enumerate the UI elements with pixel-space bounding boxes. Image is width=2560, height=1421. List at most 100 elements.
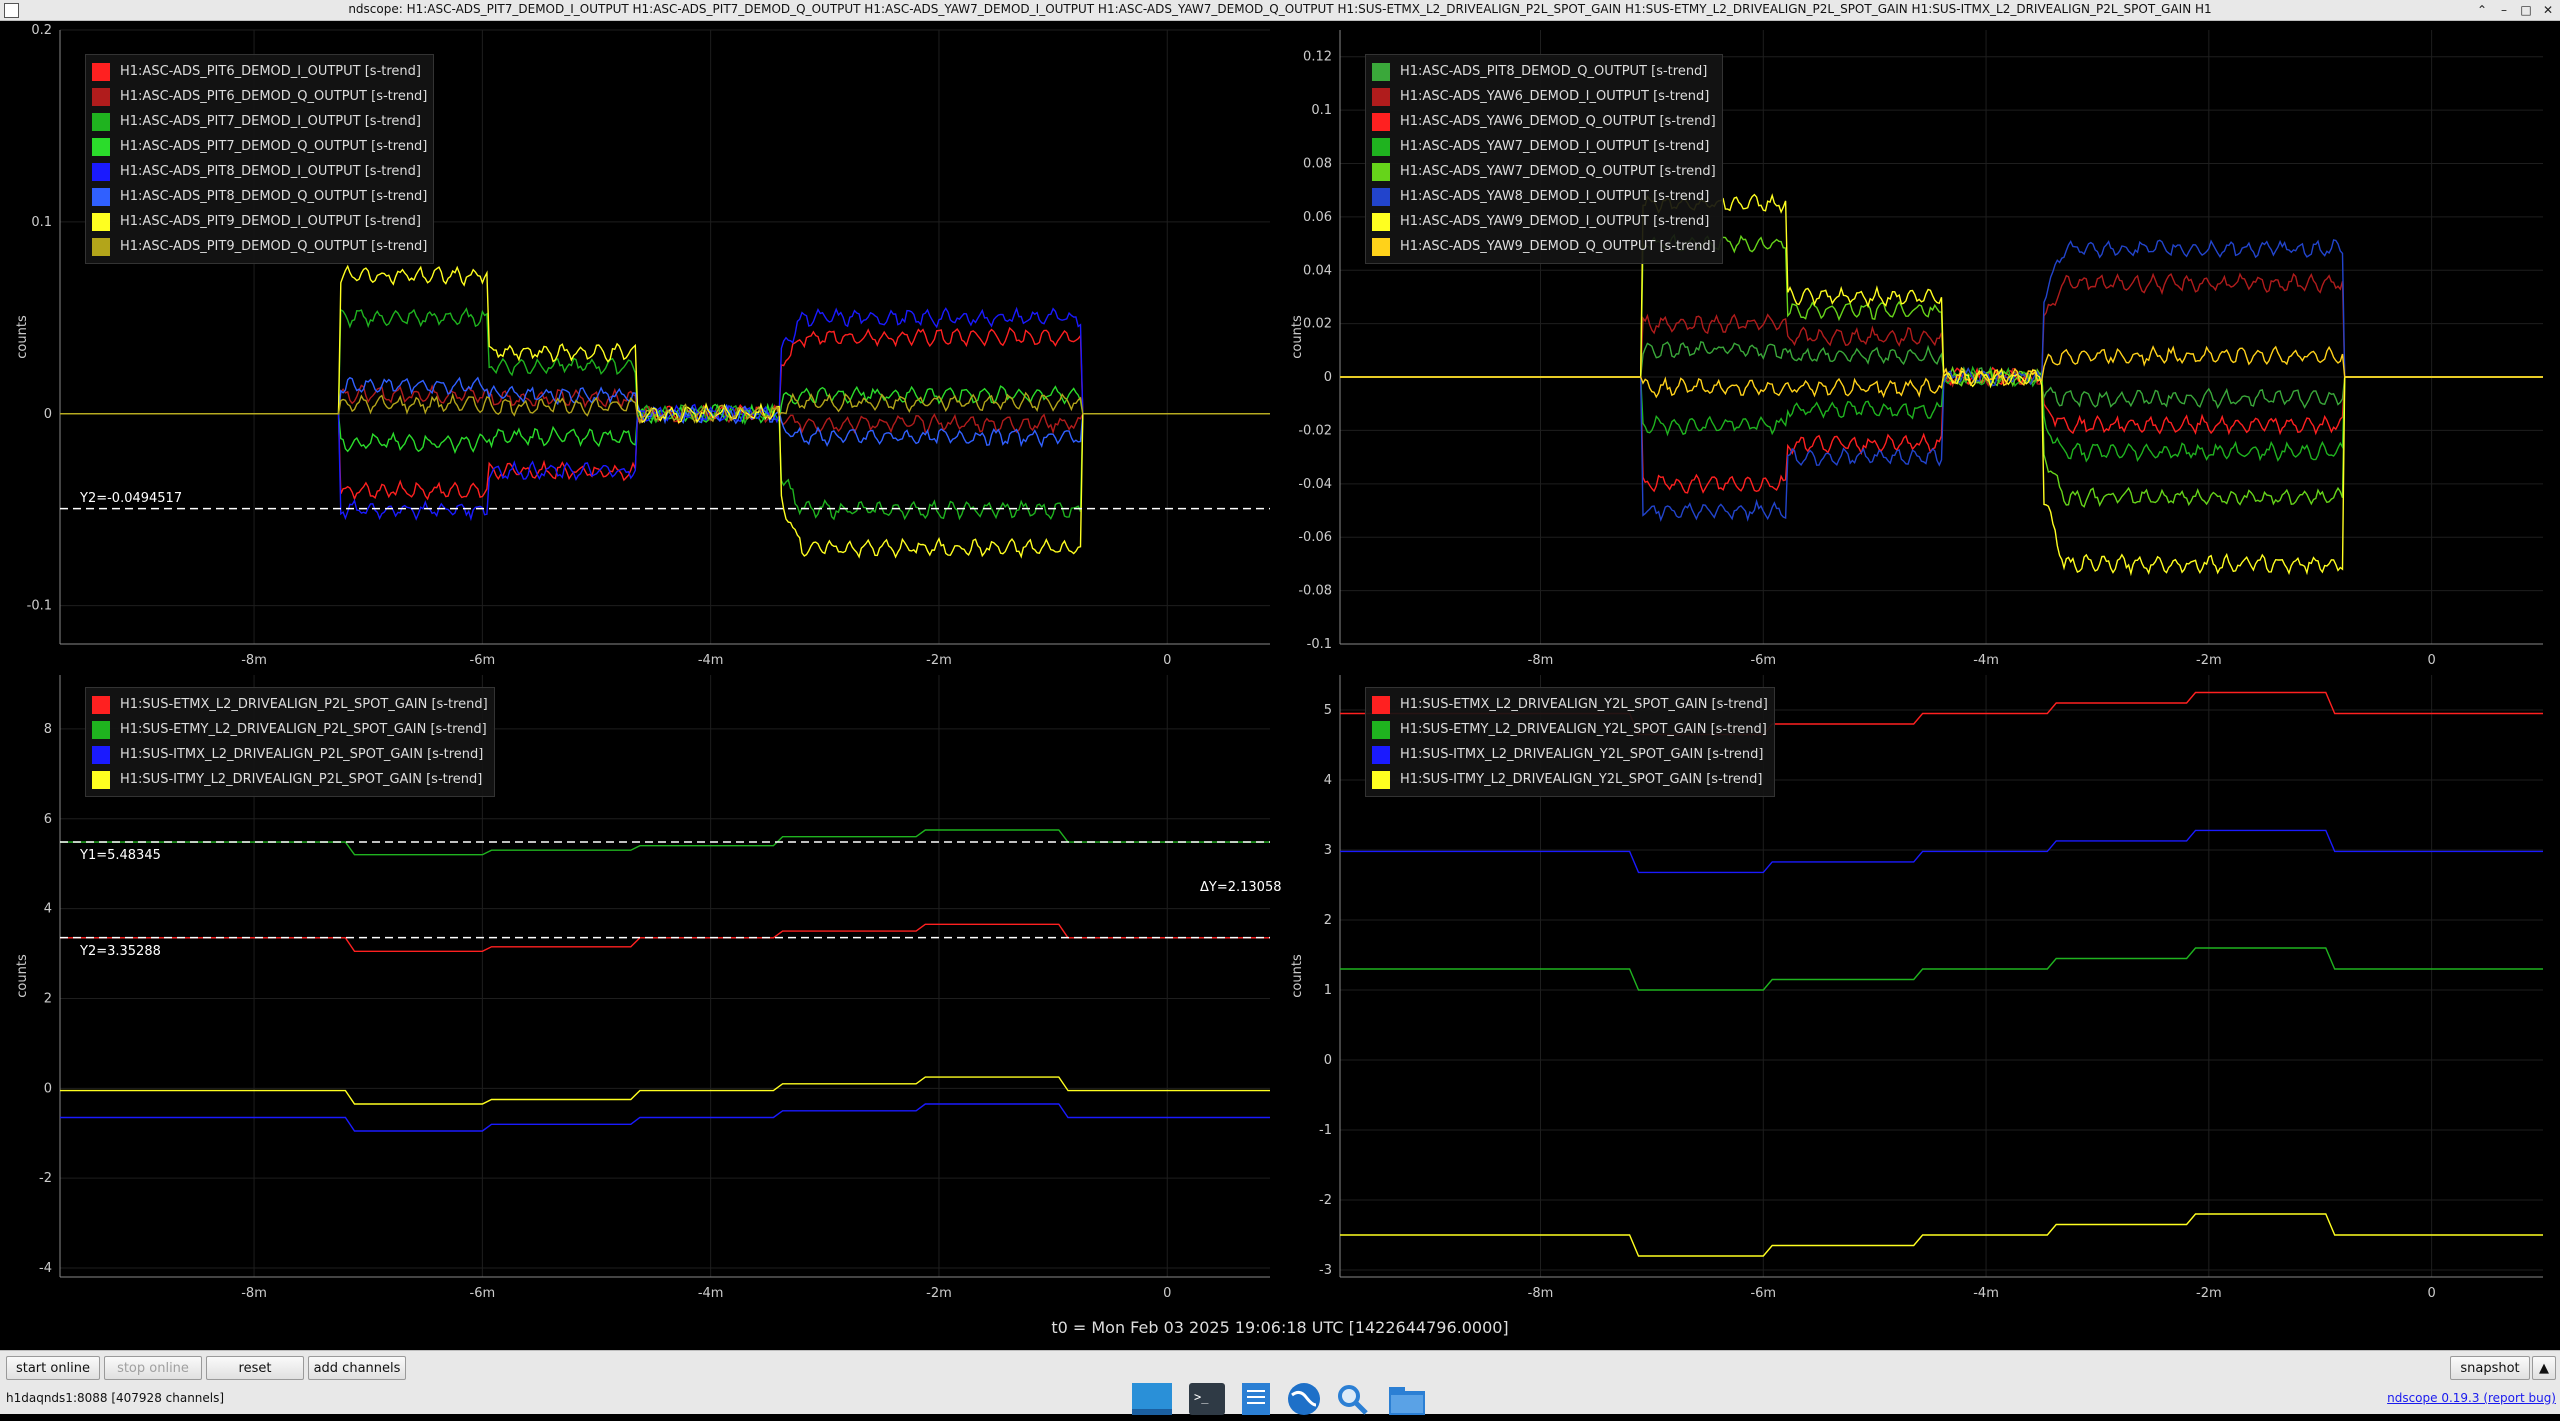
- legend-item[interactable]: H1:SUS-ITMY_L2_DRIVEALIGN_P2L_SPOT_GAIN …: [92, 767, 488, 792]
- legend-item[interactable]: H1:ASC-ADS_PIT6_DEMOD_Q_OUTPUT [s-trend]: [92, 84, 427, 109]
- legend-swatch: [92, 162, 110, 181]
- legend-label: H1:SUS-ETMX_L2_DRIVEALIGN_P2L_SPOT_GAIN …: [120, 697, 488, 712]
- plot-p2l-spot-gain[interactable]: -8m -6m -4m -2m 0 8 6 4 2 0 -2 -4 counts Y1=5.48345 Y2…: [0, 667, 1282, 1312]
- legend-item[interactable]: H1:ASC-ADS_PIT6_DEMOD_I_OUTPUT [s-trend]: [92, 59, 427, 84]
- legend-label: H1:ASC-ADS_YAW8_DEMOD_I_OUTPUT [s-trend]: [1400, 189, 1710, 204]
- plot-canvas[interactable]: -8m -6m -4m -2m 0 0.2 0.1 0 -0.1 counts: [0, 22, 1275, 667]
- browser-globe-icon[interactable]: [1282, 1381, 1326, 1417]
- legend-item[interactable]: H1:ASC-ADS_PIT8_DEMOD_Q_OUTPUT [s-trend]: [1372, 59, 1716, 84]
- legend-swatch: [1372, 187, 1390, 206]
- series-line: [60, 829, 1270, 856]
- legend-label: H1:ASC-ADS_PIT8_DEMOD_Q_OUTPUT [s-trend]: [120, 189, 428, 204]
- legend-swatch: [1372, 237, 1390, 256]
- y-tick-label: 4: [1324, 773, 1332, 788]
- y-tick-label: -1: [1319, 1123, 1332, 1138]
- snapshot-button[interactable]: snapshot: [2450, 1356, 2530, 1380]
- legend-swatch: [92, 62, 110, 81]
- y-tick-label: 8: [44, 722, 52, 737]
- legend-item[interactable]: H1:SUS-ITMY_L2_DRIVEALIGN_Y2L_SPOT_GAIN …: [1372, 767, 1768, 792]
- legend-item[interactable]: H1:ASC-ADS_PIT8_DEMOD_Q_OUTPUT [s-trend]: [92, 184, 427, 209]
- plot-asc-ads-yaw[interactable]: -8m -6m -4m -2m 0 0.12 0.1 0.08 0.06 0.04 0.02 0 -0.…: [1275, 22, 2560, 667]
- plot-asc-ads-pit[interactable]: -8m -6m -4m -2m 0 0.2 0.1 0 -0.1 counts Y2=-0.0494…: [0, 22, 1275, 667]
- start-online-button[interactable]: start online: [6, 1356, 100, 1380]
- legend-label: H1:SUS-ITMX_L2_DRIVEALIGN_P2L_SPOT_GAIN …: [120, 747, 484, 762]
- expand-arrow-button[interactable]: ▲: [2532, 1356, 2556, 1380]
- legend-item[interactable]: H1:ASC-ADS_PIT7_DEMOD_Q_OUTPUT [s-trend]: [92, 134, 427, 159]
- legend-item[interactable]: H1:ASC-ADS_PIT7_DEMOD_I_OUTPUT [s-trend]: [92, 109, 427, 134]
- y-tick-label: 0: [44, 1081, 52, 1096]
- plot-y2l-spot-gain[interactable]: -8m -6m -4m -2m 0 5 4 3 2 1 0 -1 -2 -3 counts H1:SUS-ET…: [1275, 667, 2560, 1312]
- legend-item[interactable]: H1:SUS-ITMX_L2_DRIVEALIGN_P2L_SPOT_GAIN …: [92, 742, 488, 767]
- plot-canvas[interactable]: -8m -6m -4m -2m 0 8 6 4 2 0 -2 -4 counts: [0, 667, 1275, 1312]
- legend-label: H1:ASC-ADS_YAW6_DEMOD_Q_OUTPUT [s-trend]: [1400, 114, 1716, 129]
- x-tick-label: -2m: [2196, 653, 2222, 667]
- legend-label: H1:SUS-ITMY_L2_DRIVEALIGN_Y2L_SPOT_GAIN …: [1400, 772, 1763, 787]
- x-tick-label: -8m: [1528, 1286, 1554, 1301]
- legend-item[interactable]: H1:ASC-ADS_YAW7_DEMOD_Q_OUTPUT [s-trend]: [1372, 159, 1716, 184]
- legend-item[interactable]: H1:SUS-ETMX_L2_DRIVEALIGN_P2L_SPOT_GAIN …: [92, 692, 488, 717]
- text-editor-icon[interactable]: [1234, 1381, 1278, 1417]
- legend-item[interactable]: H1:ASC-ADS_YAW9_DEMOD_Q_OUTPUT [s-trend]: [1372, 234, 1716, 259]
- y-tick-label: -4: [39, 1261, 52, 1276]
- legend-label: H1:ASC-ADS_YAW6_DEMOD_I_OUTPUT [s-trend]: [1400, 89, 1710, 104]
- y-tick-label: -3: [1319, 1263, 1332, 1278]
- x-tick-label: -8m: [241, 653, 267, 667]
- legend-label: H1:ASC-ADS_PIT9_DEMOD_Q_OUTPUT [s-trend]: [120, 239, 428, 254]
- series-line: [60, 1076, 1270, 1105]
- desktop-icon[interactable]: [1130, 1381, 1174, 1417]
- y-tick-label: 6: [44, 812, 52, 827]
- legend-item[interactable]: H1:ASC-ADS_YAW6_DEMOD_Q_OUTPUT [s-trend]: [1372, 109, 1716, 134]
- legend-swatch: [92, 112, 110, 131]
- x-tick-label: 0: [2427, 653, 2435, 667]
- legend-item[interactable]: H1:ASC-ADS_YAW8_DEMOD_I_OUTPUT [s-trend]: [1372, 184, 1716, 209]
- search-icon[interactable]: [1330, 1381, 1374, 1417]
- version-link[interactable]: ndscope 0.19.3 (report bug): [2387, 1391, 2556, 1405]
- minimize-button[interactable]: –: [2501, 3, 2507, 17]
- legend-swatch: [1372, 745, 1390, 764]
- series-line: [60, 1103, 1270, 1132]
- reset-button[interactable]: reset: [206, 1356, 304, 1380]
- bottom-toolbar: start online stop online reset add chann…: [0, 1350, 2560, 1417]
- legend-item[interactable]: H1:ASC-ADS_PIT9_DEMOD_Q_OUTPUT [s-trend]: [92, 234, 427, 259]
- legend-item[interactable]: H1:SUS-ETMX_L2_DRIVEALIGN_Y2L_SPOT_GAIN …: [1372, 692, 1768, 717]
- y-tick-label: 0.12: [1303, 50, 1332, 65]
- legend-item[interactable]: H1:ASC-ADS_PIT9_DEMOD_I_OUTPUT [s-trend]: [92, 209, 427, 234]
- legend-swatch: [92, 237, 110, 256]
- maximize-button[interactable]: □: [2520, 3, 2532, 17]
- y-tick-label: -0.08: [1298, 584, 1332, 599]
- x-tick-label: 0: [1163, 653, 1171, 667]
- y-axis-label: counts: [15, 315, 30, 359]
- legend-item[interactable]: H1:ASC-ADS_PIT8_DEMOD_I_OUTPUT [s-trend]: [92, 159, 427, 184]
- y-tick-label: 3: [1324, 843, 1332, 858]
- legend-item[interactable]: H1:ASC-ADS_YAW6_DEMOD_I_OUTPUT [s-trend]: [1372, 84, 1716, 109]
- folder-icon[interactable]: [1385, 1381, 1429, 1417]
- legend-label: H1:SUS-ETMX_L2_DRIVEALIGN_Y2L_SPOT_GAIN …: [1400, 697, 1768, 712]
- legend-item[interactable]: H1:ASC-ADS_YAW7_DEMOD_I_OUTPUT [s-trend]: [1372, 134, 1716, 159]
- svg-text:>_: >_: [1194, 1390, 1209, 1404]
- rollup-button[interactable]: ⌃: [2476, 3, 2488, 17]
- add-channels-button[interactable]: add channels: [308, 1356, 406, 1380]
- close-button[interactable]: ✕: [2542, 3, 2554, 17]
- legend-swatch: [92, 212, 110, 231]
- x-tick-label: 0: [2427, 1286, 2435, 1301]
- legend-item[interactable]: H1:SUS-ETMY_L2_DRIVEALIGN_Y2L_SPOT_GAIN …: [1372, 717, 1768, 742]
- legend-swatch: [92, 87, 110, 106]
- legend-item[interactable]: H1:SUS-ITMX_L2_DRIVEALIGN_Y2L_SPOT_GAIN …: [1372, 742, 1768, 767]
- plot-canvas[interactable]: -8m -6m -4m -2m 0 0.12 0.1 0.08 0.06 0.04 0.02 0 -0.…: [1275, 22, 2560, 667]
- legend-swatch: [92, 720, 110, 739]
- legend-label: H1:ASC-ADS_PIT6_DEMOD_I_OUTPUT [s-trend]: [120, 64, 421, 79]
- y-axis-label: counts: [1290, 315, 1305, 359]
- y-tick-label: 2: [1324, 913, 1332, 928]
- y-cursor-label: Y2=3.35288: [80, 943, 161, 959]
- legend-item[interactable]: H1:ASC-ADS_YAW9_DEMOD_I_OUTPUT [s-trend]: [1372, 209, 1716, 234]
- plot-legend: H1:SUS-ETMX_L2_DRIVEALIGN_Y2L_SPOT_GAIN …: [1365, 687, 1775, 797]
- legend-label: H1:ASC-ADS_YAW9_DEMOD_Q_OUTPUT [s-trend]: [1400, 239, 1716, 254]
- y-tick-label: -2: [1319, 1193, 1332, 1208]
- terminal-icon[interactable]: >_: [1185, 1381, 1229, 1417]
- x-tick-label: -8m: [1528, 653, 1554, 667]
- y-tick-label: 0.02: [1303, 317, 1332, 332]
- legend-swatch: [92, 187, 110, 206]
- y-tick-label: 2: [44, 991, 52, 1006]
- legend-item[interactable]: H1:SUS-ETMY_L2_DRIVEALIGN_P2L_SPOT_GAIN …: [92, 717, 488, 742]
- y-tick-label: -0.1: [1307, 637, 1332, 652]
